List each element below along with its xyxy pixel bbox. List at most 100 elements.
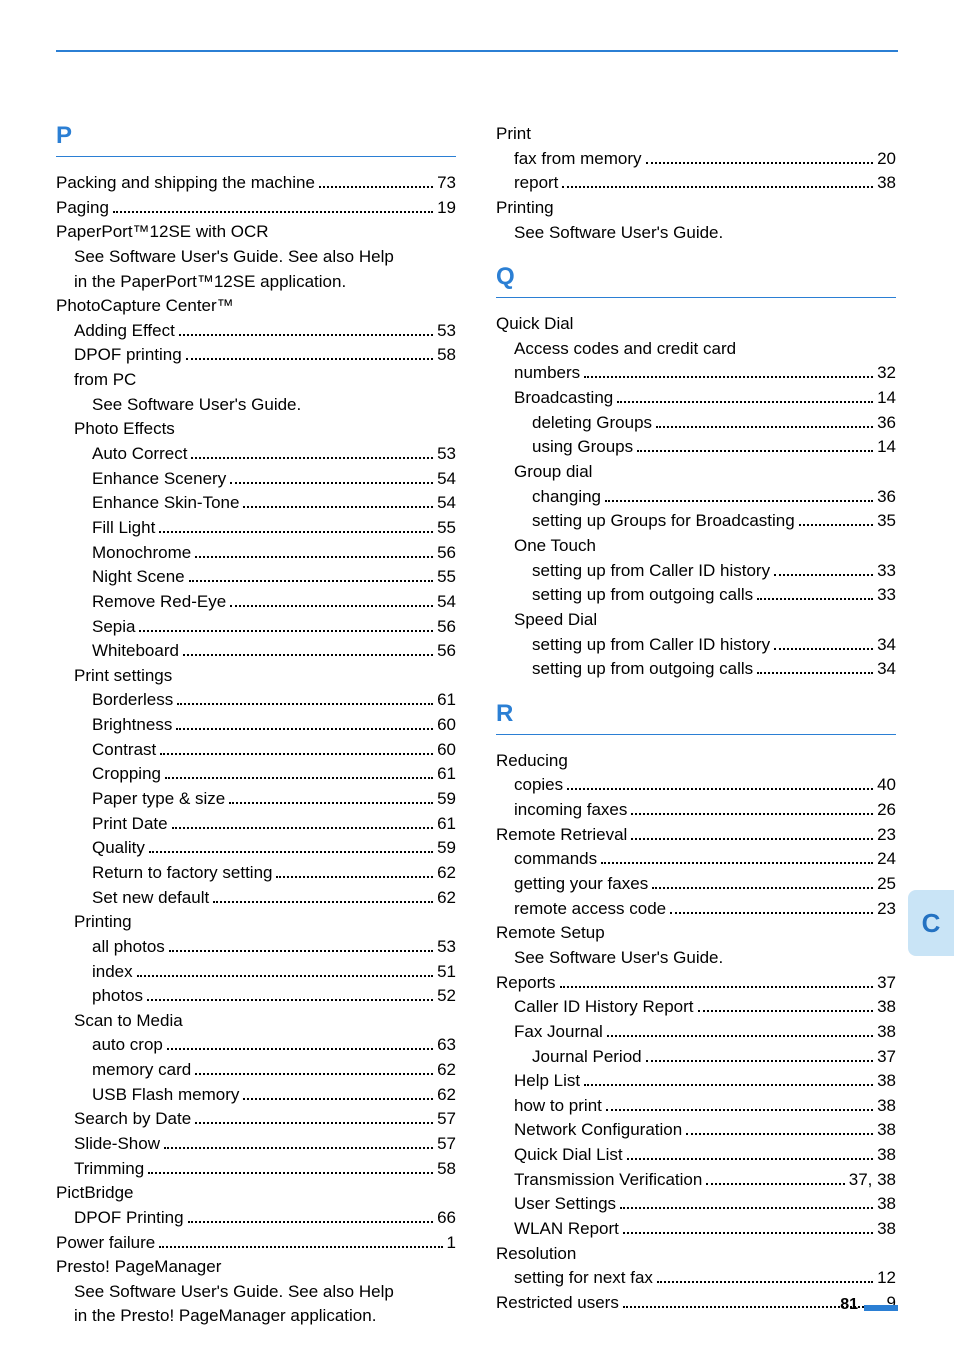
index-entry[interactable]: Restricted users 9: [496, 1291, 896, 1316]
index-entry-label: Borderless: [92, 688, 173, 713]
index-entry[interactable]: DPOF printing 58: [56, 343, 456, 368]
index-entry-page: 33: [877, 583, 896, 608]
index-entry[interactable]: Sepia 56: [56, 615, 456, 640]
leader-dots: [584, 1084, 873, 1086]
index-entry[interactable]: incoming faxes 26: [496, 798, 896, 823]
index-entry[interactable]: Search by Date 57: [56, 1107, 456, 1132]
index-entry-label: Slide-Show: [74, 1132, 160, 1157]
index-entry[interactable]: Trimming 58: [56, 1157, 456, 1182]
index-entry[interactable]: Fill Light 55: [56, 516, 456, 541]
index-entry[interactable]: getting your faxes 25: [496, 872, 896, 897]
index-entry-label: Paper type & size: [92, 787, 225, 812]
section-rule: [56, 156, 456, 157]
index-entry[interactable]: setting up from outgoing calls 34: [496, 657, 896, 682]
index-entry[interactable]: Transmission Verification 37, 38: [496, 1168, 896, 1193]
index-entry[interactable]: using Groups 14: [496, 435, 896, 460]
index-entry[interactable]: Enhance Skin-Tone 54: [56, 491, 456, 516]
index-entry-page: 38: [877, 1217, 896, 1242]
index-line: Printing: [56, 910, 456, 935]
leader-dots: [159, 1246, 442, 1248]
index-entry-page: 53: [437, 935, 456, 960]
index-entry[interactable]: Print Date 61: [56, 812, 456, 837]
index-entry[interactable]: all photos 53: [56, 935, 456, 960]
index-entry[interactable]: changing 36: [496, 485, 896, 510]
index-entry-label: changing: [532, 485, 601, 510]
index-entry[interactable]: Contrast 60: [56, 738, 456, 763]
index-entry[interactable]: Remove Red-Eye 54: [56, 590, 456, 615]
index-entry[interactable]: Enhance Scenery 54: [56, 467, 456, 492]
index-entry[interactable]: Brightness 60: [56, 713, 456, 738]
index-entry[interactable]: index 51: [56, 960, 456, 985]
index-entry[interactable]: Cropping 61: [56, 762, 456, 787]
index-entry[interactable]: setting up Groups for Broadcasting 35: [496, 509, 896, 534]
index-entry-label: Whiteboard: [92, 639, 179, 664]
index-entry[interactable]: USB Flash memory 62: [56, 1083, 456, 1108]
leader-dots: [149, 851, 433, 853]
index-entry-page: 52: [437, 984, 456, 1009]
index-entry[interactable]: photos 52: [56, 984, 456, 1009]
index-entry[interactable]: setting for next fax 12: [496, 1266, 896, 1291]
index-entry[interactable]: deleting Groups 36: [496, 411, 896, 436]
index-entry[interactable]: Adding Effect 53: [56, 319, 456, 344]
index-entry[interactable]: User Settings 38: [496, 1192, 896, 1217]
section-tab[interactable]: C: [908, 890, 954, 956]
index-entry[interactable]: Fax Journal 38: [496, 1020, 896, 1045]
index-line: One Touch: [496, 534, 896, 559]
index-entry[interactable]: Remote Retrieval 23: [496, 823, 896, 848]
index-entry[interactable]: Whiteboard 56: [56, 639, 456, 664]
index-entry[interactable]: copies 40: [496, 773, 896, 798]
index-entry[interactable]: setting up from outgoing calls 33: [496, 583, 896, 608]
index-entry[interactable]: Help List 38: [496, 1069, 896, 1094]
index-entry-page: 35: [877, 509, 896, 534]
index-entry[interactable]: auto crop 63: [56, 1033, 456, 1058]
index-entry-page: 33: [877, 559, 896, 584]
index-entry-label: Night Scene: [92, 565, 185, 590]
index-entry[interactable]: setting up from Caller ID history 33: [496, 559, 896, 584]
index-entry[interactable]: report 38: [496, 171, 896, 196]
index-entry[interactable]: Auto Correct 53: [56, 442, 456, 467]
index-entry[interactable]: commands 24: [496, 847, 896, 872]
leader-dots: [147, 999, 433, 1001]
index-entry[interactable]: memory card 62: [56, 1058, 456, 1083]
index-entry[interactable]: Power failure 1: [56, 1231, 456, 1256]
index-entry[interactable]: Network Configuration 38: [496, 1118, 896, 1143]
top-rule: [56, 50, 898, 52]
index-entry-label: Brightness: [92, 713, 172, 738]
index-entry[interactable]: Quick Dial List 38: [496, 1143, 896, 1168]
index-entry[interactable]: Monochrome 56: [56, 541, 456, 566]
index-entry[interactable]: Return to factory setting 62: [56, 861, 456, 886]
index-entry[interactable]: Borderless 61: [56, 688, 456, 713]
index-entry-page: 55: [437, 516, 456, 541]
index-entry[interactable]: remote access code 23: [496, 897, 896, 922]
index-entry-page: 19: [437, 196, 456, 221]
index-entry-page: 54: [437, 491, 456, 516]
index-entry-page: 58: [437, 1157, 456, 1182]
index-entry[interactable]: Quality 59: [56, 836, 456, 861]
index-entry[interactable]: how to print 38: [496, 1094, 896, 1119]
index-entry-page: 20: [877, 147, 896, 172]
index-entry-page: 62: [437, 861, 456, 886]
index-entry[interactable]: Broadcasting 14: [496, 386, 896, 411]
index-entry-label: Cropping: [92, 762, 161, 787]
leader-dots: [670, 912, 873, 914]
index-entry[interactable]: Slide-Show 57: [56, 1132, 456, 1157]
index-entry[interactable]: Paging 19: [56, 196, 456, 221]
index-entry[interactable]: WLAN Report 38: [496, 1217, 896, 1242]
index-entry[interactable]: setting up from Caller ID history 34: [496, 633, 896, 658]
index-entry[interactable]: numbers 32: [496, 361, 896, 386]
index-line: Resolution: [496, 1242, 896, 1267]
index-entry[interactable]: fax from memory 20: [496, 147, 896, 172]
index-line: Remote Setup: [496, 921, 896, 946]
index-entry[interactable]: Reports 37: [496, 971, 896, 996]
index-entry[interactable]: Caller ID History Report 38: [496, 995, 896, 1020]
index-entry[interactable]: Packing and shipping the machine 73: [56, 171, 456, 196]
index-line: Quick Dial: [496, 312, 896, 337]
index-entry-label: fax from memory: [514, 147, 642, 172]
index-entry[interactable]: Set new default 62: [56, 886, 456, 911]
index-entry-label: Enhance Skin-Tone: [92, 491, 239, 516]
index-entry[interactable]: Night Scene 55: [56, 565, 456, 590]
index-entry[interactable]: DPOF Printing 66: [56, 1206, 456, 1231]
leader-dots: [631, 838, 873, 840]
index-entry[interactable]: Journal Period 37: [496, 1045, 896, 1070]
index-entry[interactable]: Paper type & size 59: [56, 787, 456, 812]
